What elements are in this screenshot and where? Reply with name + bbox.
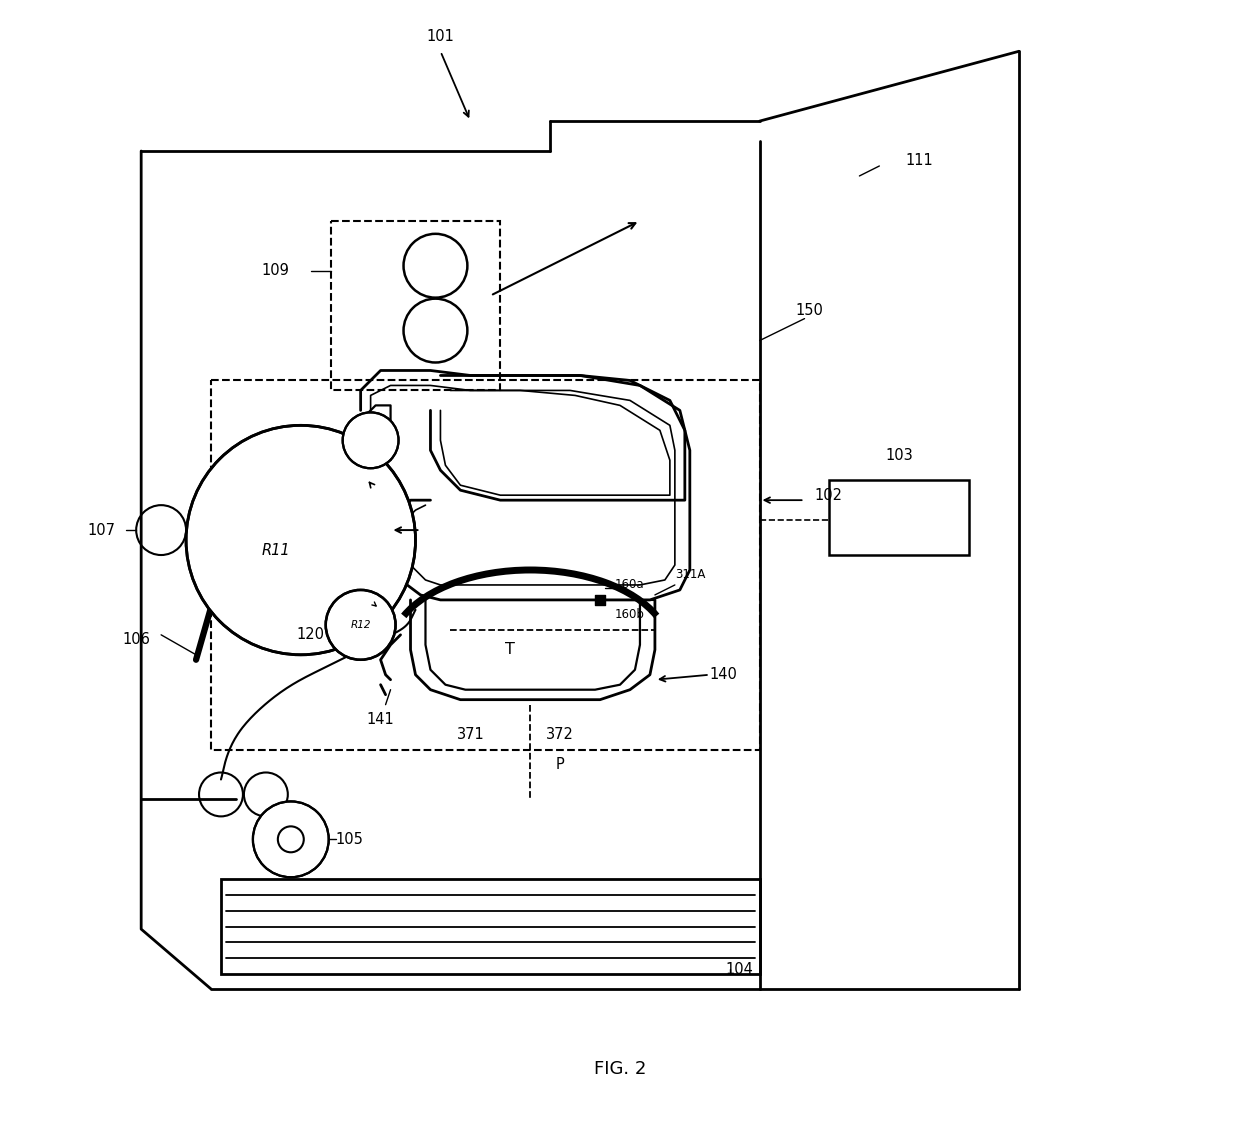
Text: 120: 120 xyxy=(296,628,325,642)
Text: 160a: 160a xyxy=(615,578,645,592)
Text: 141: 141 xyxy=(367,713,394,727)
Text: 109: 109 xyxy=(262,264,290,278)
Text: 311A: 311A xyxy=(675,569,706,581)
Text: 150: 150 xyxy=(796,303,823,318)
Text: 106: 106 xyxy=(123,632,150,647)
Circle shape xyxy=(186,425,415,655)
Text: R11: R11 xyxy=(262,543,290,558)
Text: 107: 107 xyxy=(87,523,115,537)
Text: 160b: 160b xyxy=(615,608,645,621)
Circle shape xyxy=(342,413,398,468)
Text: 103: 103 xyxy=(885,448,913,463)
Text: P: P xyxy=(556,757,564,772)
Text: 372: 372 xyxy=(546,727,574,742)
Text: 102: 102 xyxy=(815,487,842,502)
Text: 140: 140 xyxy=(709,667,738,682)
Text: 104: 104 xyxy=(725,961,754,976)
Text: 101: 101 xyxy=(427,28,454,44)
Circle shape xyxy=(253,802,329,878)
Text: 105: 105 xyxy=(336,831,363,847)
Bar xyxy=(221,879,760,974)
Bar xyxy=(830,481,970,555)
Bar xyxy=(331,221,500,390)
Text: 371: 371 xyxy=(456,727,485,742)
Text: FIG. 2: FIG. 2 xyxy=(594,1060,646,1078)
Text: R12: R12 xyxy=(351,620,371,630)
Bar xyxy=(211,380,760,750)
Circle shape xyxy=(326,590,396,659)
Text: T: T xyxy=(506,642,515,657)
Text: 111: 111 xyxy=(905,154,934,169)
